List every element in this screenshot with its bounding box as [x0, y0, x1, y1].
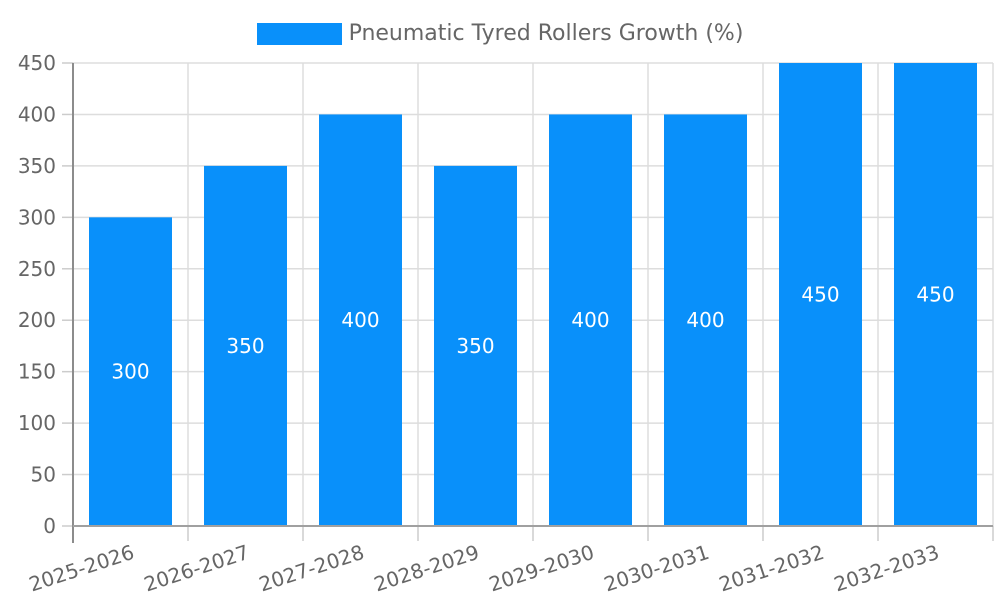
bar-value-label: 450 — [916, 283, 954, 307]
bar[interactable] — [549, 114, 632, 526]
y-tick-label: 0 — [43, 514, 56, 538]
bar[interactable] — [89, 217, 172, 527]
x-tick-label: 2030-2031 — [601, 540, 712, 597]
bar-value-label: 450 — [801, 283, 839, 307]
y-tick-label: 200 — [18, 308, 56, 332]
bar-value-label: 300 — [111, 360, 149, 384]
bar-value-label: 400 — [686, 308, 724, 332]
x-tick-label: 2032-2033 — [831, 540, 942, 597]
bar-value-label: 400 — [341, 308, 379, 332]
y-tick-label: 150 — [18, 360, 56, 384]
bar-value-label: 350 — [456, 334, 494, 358]
x-tick-label: 2028-2029 — [371, 540, 482, 597]
x-tick-label: 2025-2026 — [26, 540, 137, 597]
x-tick-label: 2029-2030 — [486, 540, 597, 597]
legend-label: Pneumatic Tyred Rollers Growth (%) — [348, 21, 744, 46]
bar-value-label: 400 — [571, 308, 609, 332]
y-tick-label: 50 — [31, 463, 56, 487]
bar[interactable] — [319, 114, 402, 526]
bar[interactable] — [664, 114, 747, 526]
bar[interactable] — [204, 165, 287, 526]
x-tick-label: 2026-2027 — [141, 540, 252, 597]
legend-item[interactable]: Pneumatic Tyred Rollers Growth (%) — [256, 21, 744, 46]
y-tick-label: 100 — [18, 411, 56, 435]
legend-swatch — [256, 22, 342, 45]
x-tick-label: 2031-2032 — [716, 540, 827, 597]
bar[interactable] — [779, 63, 862, 526]
bar-value-label: 350 — [226, 334, 264, 358]
y-tick-label: 350 — [18, 154, 56, 178]
bar[interactable] — [894, 63, 977, 526]
y-tick-label: 400 — [18, 102, 56, 126]
y-tick-label: 300 — [18, 205, 56, 229]
y-tick-label: 250 — [18, 257, 56, 281]
x-tick-label: 2027-2028 — [256, 540, 367, 597]
chart-legend: Pneumatic Tyred Rollers Growth (%) — [0, 21, 1000, 46]
y-tick-label: 450 — [18, 51, 56, 75]
bar[interactable] — [434, 165, 517, 526]
